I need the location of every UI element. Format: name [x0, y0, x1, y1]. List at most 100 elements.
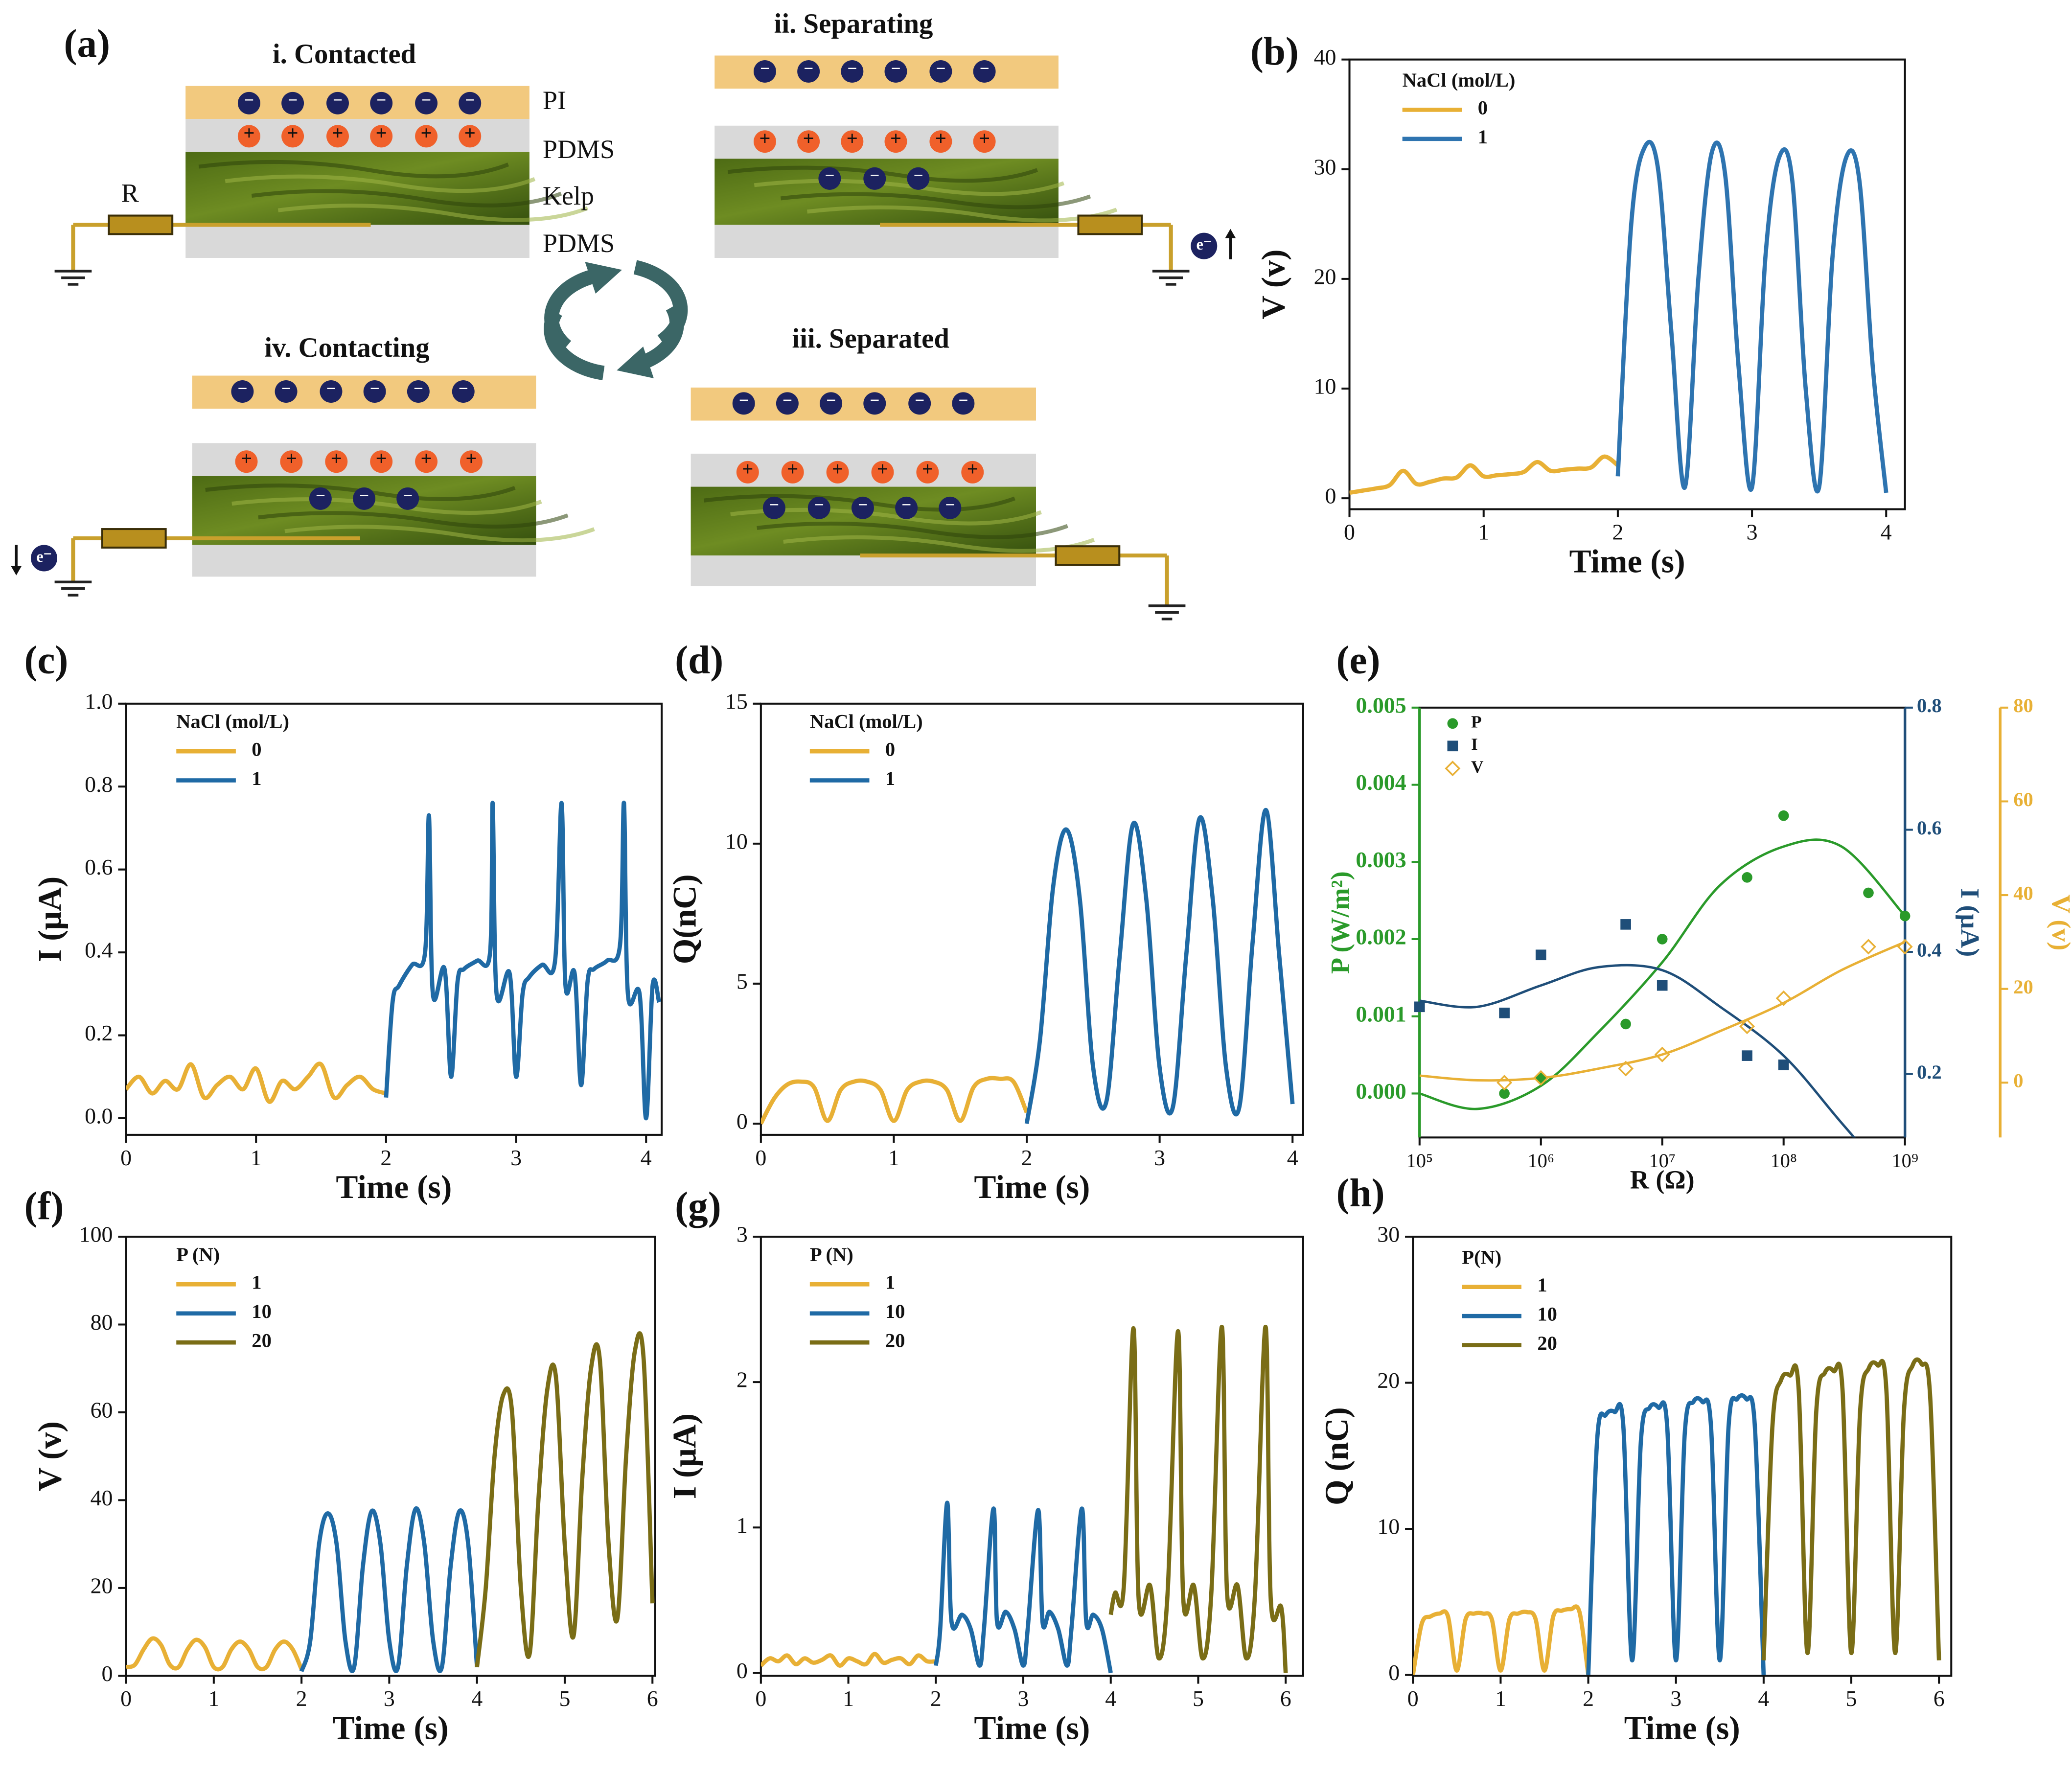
- resistor-label: R: [121, 178, 139, 207]
- state-title: i. Contacted: [273, 39, 416, 69]
- legend-title: NaCl (mol/L): [810, 711, 923, 733]
- plot-frame: [125, 1235, 656, 1677]
- plot-area: [126, 1331, 655, 1673]
- negative-charge: [762, 496, 785, 519]
- x-tick-label: 0: [1344, 519, 1355, 544]
- fit-line: [1419, 964, 1856, 1138]
- resistor: [1077, 214, 1143, 235]
- positive-charge: [753, 130, 776, 153]
- plot-area: [760, 1324, 1288, 1674]
- y-tick-label: 0.4: [85, 938, 113, 963]
- y-axis-label: I (μA): [31, 876, 68, 962]
- negative-charge: [281, 92, 304, 115]
- legend-label: 20: [252, 1330, 272, 1352]
- point: [1897, 939, 1913, 955]
- negative-charge: [275, 380, 298, 403]
- panel-label: (b): [1250, 29, 1299, 73]
- charge-sign: +: [787, 458, 798, 480]
- charge-sign: −: [760, 59, 770, 78]
- positive-charge: [237, 125, 260, 148]
- point: [1739, 1018, 1755, 1035]
- charge-sign: −: [316, 486, 325, 505]
- x-tick-label: 0: [1407, 1686, 1419, 1711]
- electron-label: e⁻: [1196, 236, 1212, 254]
- series-line: [299, 1506, 479, 1673]
- y-tick-label: 40: [91, 1485, 113, 1510]
- negative-charge: [237, 92, 260, 115]
- positive-charge: [415, 125, 438, 148]
- x-axis-label: Time (s): [333, 1709, 449, 1746]
- x-tick-label: 4: [1105, 1686, 1116, 1711]
- negative-charge: [452, 380, 475, 403]
- legend-label: 1: [1537, 1274, 1547, 1296]
- point: [1861, 939, 1877, 955]
- charge-sign: −: [281, 379, 291, 398]
- plot-frame: [1348, 58, 1906, 510]
- charge-sign: +: [877, 458, 888, 480]
- x-tick-label: 2: [1021, 1145, 1033, 1170]
- plot-area: [1413, 1357, 1941, 1676]
- arrow-head: [1225, 229, 1236, 238]
- charge-sign: −: [814, 495, 824, 514]
- negative-charge: [459, 92, 482, 115]
- y-axis-label: Q(nC): [667, 874, 703, 964]
- x-tick-label: 2: [1612, 519, 1623, 544]
- panel-label: (e): [1336, 638, 1381, 682]
- plot-area: [760, 807, 1295, 1125]
- y3-tick-label: 80: [2013, 694, 2033, 716]
- y-tick-label: 30: [1377, 1222, 1400, 1247]
- negative-charge: [326, 92, 349, 115]
- charge-sign: −: [913, 166, 923, 185]
- series-line: [126, 1636, 304, 1672]
- resistor: [108, 214, 174, 235]
- plot-area: [1349, 140, 1888, 495]
- legend-label: 20: [1537, 1332, 1557, 1354]
- point: [1499, 1007, 1510, 1018]
- kelp-texture: [727, 165, 1038, 183]
- x-tick-label: 1: [843, 1686, 854, 1711]
- x-tick-label: 3: [384, 1686, 395, 1711]
- legend-marker: [1447, 740, 1458, 752]
- positive-charge: [826, 461, 849, 484]
- positive-charge: [370, 450, 393, 473]
- fit-line: [1419, 838, 1905, 1110]
- charge-sign: −: [370, 379, 380, 398]
- negative-charge: [309, 487, 332, 510]
- x-tick-label: 10⁸: [1770, 1150, 1797, 1172]
- x-tick-label: 5: [559, 1686, 570, 1711]
- legend-label: 0: [252, 738, 261, 760]
- legend-label: 1: [252, 1271, 261, 1293]
- y-tick-label: 30: [1314, 154, 1336, 179]
- x-tick-label: 1: [251, 1145, 262, 1170]
- charge-sign: −: [465, 91, 475, 110]
- y-tick-label: 80: [91, 1310, 113, 1335]
- charge-sign: +: [832, 458, 843, 480]
- y2-tick-label: 0.2: [1917, 1061, 1942, 1083]
- negative-charge: [863, 392, 886, 415]
- negative-charge: [851, 496, 874, 519]
- plot-frame: [760, 1235, 1304, 1677]
- negative-charge: [320, 380, 343, 403]
- y-tick-label: 2: [737, 1367, 748, 1392]
- legend-label: 1: [1478, 126, 1488, 148]
- legend-label: 1: [252, 767, 261, 789]
- x-tick-label: 4: [1881, 519, 1892, 544]
- charge-sign: −: [980, 59, 990, 78]
- y-tick-label: 0: [102, 1661, 113, 1686]
- kelp-texture: [198, 160, 509, 179]
- plot-frame: [1418, 706, 1906, 1139]
- y-axis-label: P (W/m²): [1325, 871, 1355, 974]
- x-tick-label: 1: [208, 1686, 219, 1711]
- plot-frame: [1412, 1235, 1953, 1677]
- layer-label: PI: [543, 86, 566, 115]
- plot-frame: [760, 702, 1304, 1136]
- plot-frame: [125, 702, 663, 1136]
- charge-sign: +: [241, 447, 252, 469]
- point: [1778, 1060, 1789, 1070]
- legend-label: 10: [885, 1300, 905, 1322]
- x-tick-label: 3: [1154, 1145, 1165, 1170]
- series-line: [475, 1331, 655, 1667]
- negative-charge: [797, 60, 820, 83]
- point: [1778, 810, 1789, 821]
- charge-sign: −: [288, 91, 298, 110]
